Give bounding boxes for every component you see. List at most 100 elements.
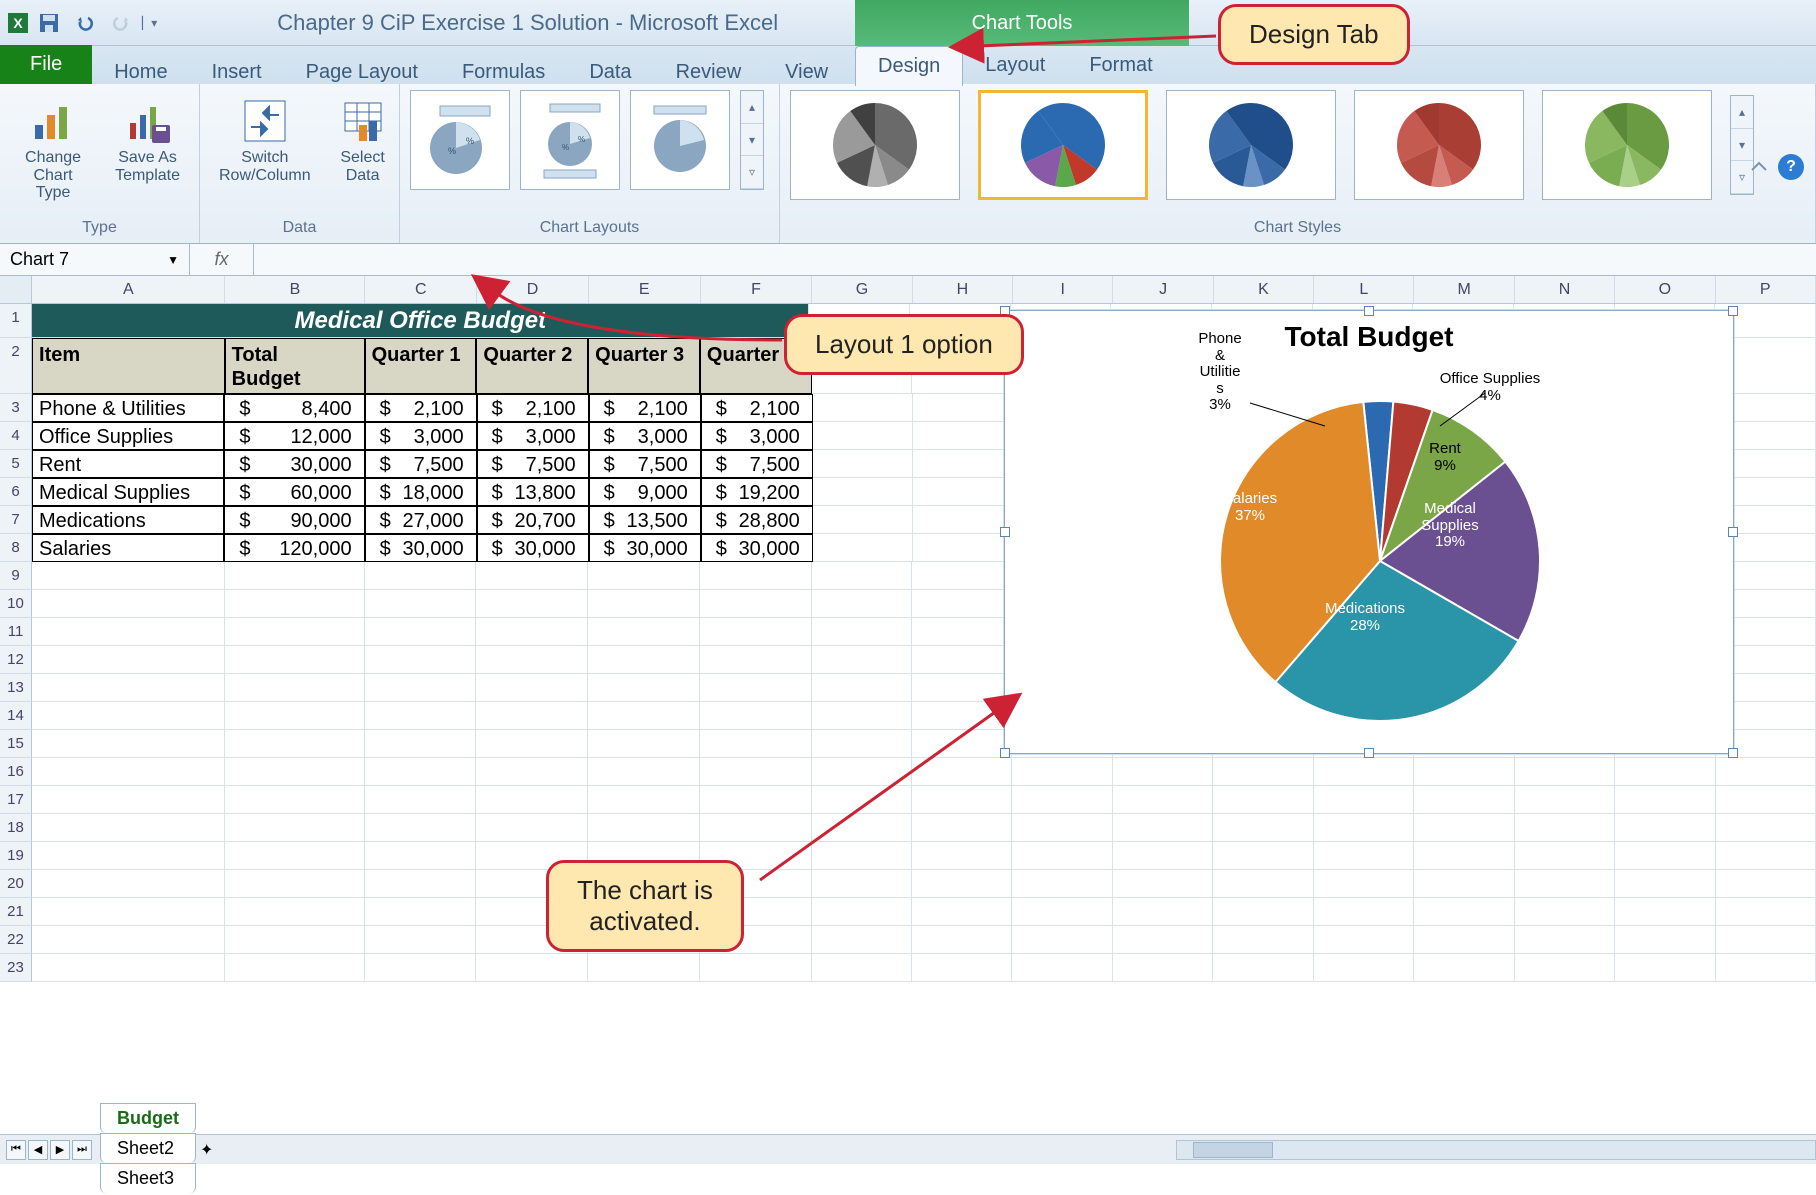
tab-view[interactable]: View xyxy=(763,53,850,91)
save-button[interactable] xyxy=(34,8,64,38)
formula-input[interactable] xyxy=(254,244,1816,275)
table-header: Total Budget xyxy=(225,338,365,394)
svg-text:X: X xyxy=(13,15,23,31)
chart-layouts-scroll[interactable]: ▴▾▿ xyxy=(740,90,764,190)
row-header-15[interactable]: 15 xyxy=(0,730,32,758)
tab-format[interactable]: Format xyxy=(1067,46,1174,86)
row-header-21[interactable]: 21 xyxy=(0,898,32,926)
chart-style-3[interactable] xyxy=(1166,90,1336,200)
tab-file[interactable]: File xyxy=(0,45,92,84)
tab-design[interactable]: Design xyxy=(855,46,963,86)
row-header-3[interactable]: 3 xyxy=(0,394,32,422)
col-header-C[interactable]: C xyxy=(365,276,477,303)
tab-page-layout[interactable]: Page Layout xyxy=(284,53,440,91)
fx-button[interactable]: fx xyxy=(190,244,254,275)
quick-access-toolbar: X ▏▾ xyxy=(8,8,157,38)
chart-layout-2[interactable]: %% xyxy=(520,90,620,190)
row-header-8[interactable]: 8 xyxy=(0,534,32,562)
row-header-18[interactable]: 18 xyxy=(0,814,32,842)
col-header-G[interactable]: G xyxy=(812,276,912,303)
table-row-value: 2,100 xyxy=(477,394,589,422)
tab-formulas[interactable]: Formulas xyxy=(440,53,567,91)
table-row-label: Phone & Utilities xyxy=(32,394,224,422)
svg-text:%: % xyxy=(562,143,569,152)
col-header-I[interactable]: I xyxy=(1013,276,1113,303)
col-header-E[interactable]: E xyxy=(589,276,701,303)
callout-design-tab: Design Tab xyxy=(1218,4,1410,65)
embedded-chart[interactable]: Total Budget Phone & Utilitie s 3%Office… xyxy=(1004,310,1734,754)
chart-styles-scroll[interactable]: ▴▾▿ xyxy=(1730,95,1754,195)
table-header: Quarter 1 xyxy=(365,338,477,394)
table-row-value: 7,500 xyxy=(701,450,813,478)
row-header-13[interactable]: 13 xyxy=(0,674,32,702)
col-header-O[interactable]: O xyxy=(1615,276,1715,303)
row-header-12[interactable]: 12 xyxy=(0,646,32,674)
row-header-2[interactable]: 2 xyxy=(0,338,32,394)
col-header-P[interactable]: P xyxy=(1716,276,1816,303)
col-header-B[interactable]: B xyxy=(225,276,365,303)
chart-style-5[interactable] xyxy=(1542,90,1712,200)
select-all-corner[interactable] xyxy=(0,276,32,303)
sheet-tab-budget[interactable]: Budget xyxy=(100,1103,196,1133)
tab-home[interactable]: Home xyxy=(92,53,189,91)
col-header-F[interactable]: F xyxy=(701,276,813,303)
row-header-1[interactable]: 1 xyxy=(0,304,32,338)
undo-button[interactable] xyxy=(70,8,100,38)
pie-plot-area[interactable] xyxy=(1210,391,1550,731)
row-header-17[interactable]: 17 xyxy=(0,786,32,814)
col-header-H[interactable]: H xyxy=(913,276,1013,303)
table-row-label: Rent xyxy=(32,450,224,478)
row-header-19[interactable]: 19 xyxy=(0,842,32,870)
sheet-nav-prev[interactable]: ◀ xyxy=(28,1140,48,1160)
row-header-16[interactable]: 16 xyxy=(0,758,32,786)
chart-title[interactable]: Total Budget xyxy=(1005,311,1733,353)
tab-layout[interactable]: Layout xyxy=(963,46,1067,86)
sheet-nav-next[interactable]: ▶ xyxy=(50,1140,70,1160)
tab-insert[interactable]: Insert xyxy=(190,53,284,91)
col-header-D[interactable]: D xyxy=(477,276,589,303)
chart-style-4[interactable] xyxy=(1354,90,1524,200)
select-data-button[interactable]: Select Data xyxy=(330,90,396,191)
row-header-9[interactable]: 9 xyxy=(0,562,32,590)
row-header-22[interactable]: 22 xyxy=(0,926,32,954)
row-header-7[interactable]: 7 xyxy=(0,506,32,534)
svg-text:%: % xyxy=(448,146,456,156)
tab-review[interactable]: Review xyxy=(654,53,764,91)
row-header-6[interactable]: 6 xyxy=(0,478,32,506)
chart-style-1[interactable] xyxy=(790,90,960,200)
col-header-J[interactable]: J xyxy=(1113,276,1213,303)
table-row-value: 30,000 xyxy=(477,534,589,562)
chart-layout-3[interactable] xyxy=(630,90,730,190)
row-header-11[interactable]: 11 xyxy=(0,618,32,646)
row-header-14[interactable]: 14 xyxy=(0,702,32,730)
help-button[interactable]: ? xyxy=(1778,154,1804,180)
col-header-L[interactable]: L xyxy=(1314,276,1414,303)
row-header-20[interactable]: 20 xyxy=(0,870,32,898)
name-box[interactable]: Chart 7▼ xyxy=(0,244,190,275)
redo-button[interactable] xyxy=(106,8,136,38)
tab-data[interactable]: Data xyxy=(567,53,653,91)
minimize-ribbon-icon[interactable] xyxy=(1748,156,1770,178)
sheet-nav-first[interactable]: ⏮ xyxy=(6,1140,26,1160)
row-header-10[interactable]: 10 xyxy=(0,590,32,618)
col-header-N[interactable]: N xyxy=(1515,276,1615,303)
col-header-M[interactable]: M xyxy=(1414,276,1514,303)
new-sheet-button[interactable]: ✦ xyxy=(200,1140,213,1160)
chart-layout-1[interactable]: %% xyxy=(410,90,510,190)
col-header-K[interactable]: K xyxy=(1214,276,1314,303)
row-header-4[interactable]: 4 xyxy=(0,422,32,450)
row-header-5[interactable]: 5 xyxy=(0,450,32,478)
table-row-value: 30,000 xyxy=(224,450,364,478)
switch-row-column-button[interactable]: Switch Row/Column xyxy=(210,90,320,191)
sheet-tab-sheet3[interactable]: Sheet3 xyxy=(100,1163,196,1193)
save-as-template-button[interactable]: Save As Template xyxy=(106,90,189,191)
col-header-A[interactable]: A xyxy=(32,276,225,303)
horizontal-scrollbar[interactable] xyxy=(1176,1140,1816,1160)
row-header-23[interactable]: 23 xyxy=(0,954,32,982)
sheet-tab-sheet2[interactable]: Sheet2 xyxy=(100,1133,196,1163)
change-chart-type-button[interactable]: Change Chart Type xyxy=(10,90,96,209)
table-row-label: Salaries xyxy=(32,534,224,562)
sheet-nav-last[interactable]: ⏭ xyxy=(72,1140,92,1160)
chart-style-2[interactable] xyxy=(978,90,1148,200)
worksheet-grid[interactable]: ABCDEFGHIJKLMNOP 1Medical Office Budget2… xyxy=(0,276,1816,1136)
